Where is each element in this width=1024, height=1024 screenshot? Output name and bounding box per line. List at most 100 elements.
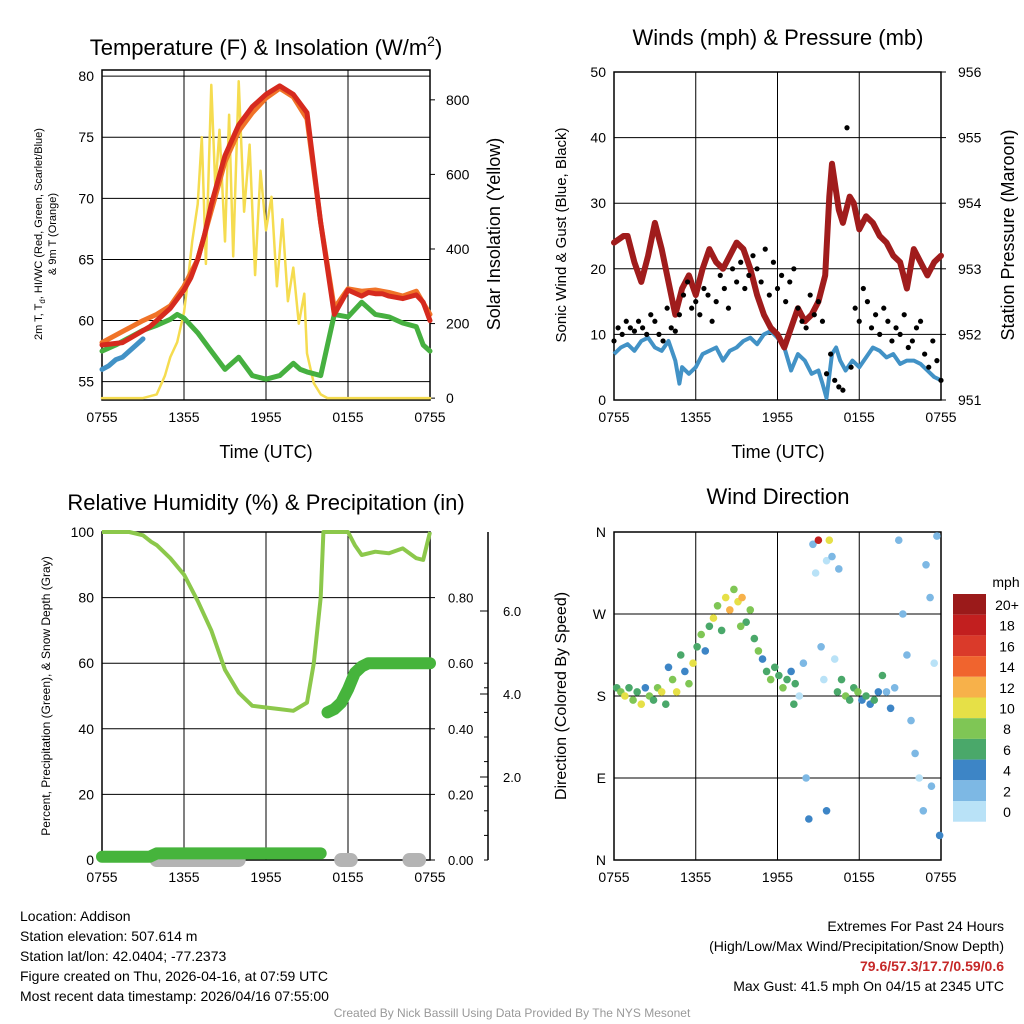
direction-point <box>664 663 673 672</box>
series-rh <box>102 530 432 713</box>
direction-point <box>657 688 666 696</box>
direction-point <box>874 688 883 696</box>
direction-point <box>629 696 637 704</box>
colorbar-swatch <box>953 780 986 801</box>
direction-point <box>709 614 718 622</box>
direction-point <box>685 679 693 688</box>
gust-point <box>652 318 658 324</box>
pressure-tick-label: 954 <box>958 195 982 211</box>
colorbar: 20+ 18 16 14 12 10 8 6 4 2 0 <box>953 594 1019 822</box>
dir-grid <box>614 532 941 860</box>
colorbar-label: 8 <box>1003 721 1011 737</box>
direction-point <box>783 675 791 684</box>
rh-xtick-label: 1355 <box>168 869 199 885</box>
gust-point <box>848 364 854 370</box>
direction-point <box>775 671 783 680</box>
rh-ytick-label: 40 <box>78 721 94 737</box>
direction-point <box>835 565 843 573</box>
dir-xtick-label: 0755 <box>598 869 629 885</box>
direction-point <box>830 655 839 663</box>
gust-point <box>648 312 654 318</box>
direction-point <box>828 552 836 561</box>
gust-point <box>901 312 907 318</box>
direction-point <box>825 536 834 544</box>
gust-point <box>640 325 646 331</box>
gust-point <box>656 331 662 337</box>
colorbar-swatch <box>953 718 986 739</box>
temp-ytick-label: 55 <box>78 374 94 390</box>
dir-ytick-label: N <box>596 852 606 868</box>
gust-point <box>721 285 727 292</box>
direction-point <box>625 684 633 692</box>
gust-point <box>917 318 924 324</box>
temp-xtick-label: 1355 <box>168 409 199 425</box>
gust-point <box>623 318 629 324</box>
created-text: Figure created on Thu, 2026-04-16, at 07… <box>20 968 328 984</box>
latlon-text: Station lat/lon: 42.0404; -77.2373 <box>20 948 227 964</box>
gust-point <box>885 318 891 324</box>
direction-point <box>697 630 705 639</box>
gust-point <box>787 279 793 285</box>
rh-xtick-label: 1955 <box>250 869 281 885</box>
direction-point <box>637 700 646 708</box>
humidity-title: Relative Humidity (%) & Precipitation (i… <box>67 490 464 515</box>
wind-xtick-label: 1955 <box>762 409 793 425</box>
wind-frame <box>613 71 942 401</box>
colorbar-label: 20+ <box>995 597 1019 613</box>
wind-xtick-label: 0155 <box>844 409 875 425</box>
direction-point <box>672 688 681 696</box>
direction-point <box>854 688 862 696</box>
direction-point <box>754 647 763 655</box>
solar-tick-label: 400 <box>446 241 470 257</box>
direction-point <box>701 647 710 655</box>
extremes-values: 79.6/57.3/17.7/0.59/0.6 <box>859 958 1004 974</box>
direction-point <box>766 675 775 684</box>
gust-point <box>778 272 785 278</box>
humidity-ylabel: Percent, Precipitation (Green), & Snow D… <box>39 556 53 835</box>
temperature-panel: Temperature (F) & Insolation (W/m2) 2m T… <box>33 33 504 462</box>
wind-ytick-label: 10 <box>590 326 606 342</box>
gust-point <box>631 328 638 334</box>
gust-point <box>742 285 748 292</box>
direction-point <box>837 675 846 684</box>
temp-xtick-label: 0155 <box>332 409 363 425</box>
direction-point <box>641 684 650 692</box>
gust-point <box>860 285 866 292</box>
humidity-panel: Relative Humidity (%) & Precipitation (i… <box>39 490 521 885</box>
wind-xtick-label: 0755 <box>598 409 629 425</box>
wind-xtick-label: 1355 <box>680 409 711 425</box>
gust-point <box>893 325 899 331</box>
direction-point <box>717 626 726 635</box>
gust-point <box>611 338 617 344</box>
gust-point <box>799 318 805 324</box>
direction-point <box>661 700 670 708</box>
colorbar-label: 10 <box>999 701 1015 717</box>
direction-point <box>787 667 795 676</box>
precip-tick-label: 0.40 <box>448 722 473 737</box>
direction-point <box>649 696 658 704</box>
direction-point <box>907 716 915 725</box>
direction-point <box>845 696 854 704</box>
temperature-ylabel: 2m T, Td, HI/WC (Red, Green, Scarlet/Blu… <box>33 128 47 340</box>
direction-point <box>681 667 689 676</box>
precip-tick-label: 0.00 <box>448 853 473 868</box>
solar-tick-label: 0 <box>446 390 454 406</box>
rh-grid <box>102 532 430 860</box>
gust-point <box>644 331 650 337</box>
rh-xtick-label: 0755 <box>86 869 117 885</box>
temp-ytick-label: 80 <box>78 68 94 84</box>
colorbar-swatch <box>953 738 986 760</box>
rh-ytick-label: 60 <box>78 655 94 671</box>
direction-point <box>922 561 930 569</box>
direction-point <box>668 675 677 684</box>
solar-ylabel: Solar Insolation (Yellow) <box>484 138 504 330</box>
direction-point <box>822 556 831 565</box>
gust-point <box>922 351 928 357</box>
gust-point <box>627 325 633 331</box>
series-td <box>99 299 433 382</box>
gust-point <box>615 325 621 331</box>
gust-point <box>938 377 944 383</box>
gust-point <box>807 292 813 298</box>
series-hi-wc <box>99 336 146 372</box>
